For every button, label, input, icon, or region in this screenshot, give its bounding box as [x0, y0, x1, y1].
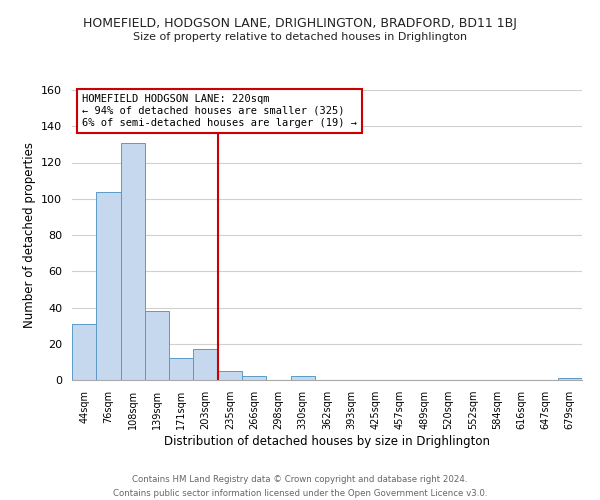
- Bar: [96, 192, 121, 380]
- X-axis label: Distribution of detached houses by size in Drighlington: Distribution of detached houses by size …: [164, 435, 490, 448]
- Text: Contains HM Land Registry data © Crown copyright and database right 2024.
Contai: Contains HM Land Registry data © Crown c…: [113, 476, 487, 498]
- Bar: [121, 142, 145, 380]
- Text: HOMEFIELD, HODGSON LANE, DRIGHLINGTON, BRADFORD, BD11 1BJ: HOMEFIELD, HODGSON LANE, DRIGHLINGTON, B…: [83, 18, 517, 30]
- Bar: [169, 358, 193, 380]
- Bar: [72, 324, 96, 380]
- Bar: [242, 376, 266, 380]
- Bar: [145, 311, 169, 380]
- Bar: [290, 376, 315, 380]
- Text: Size of property relative to detached houses in Drighlington: Size of property relative to detached ho…: [133, 32, 467, 42]
- Bar: [558, 378, 582, 380]
- Bar: [218, 371, 242, 380]
- Text: HOMEFIELD HODGSON LANE: 220sqm
← 94% of detached houses are smaller (325)
6% of : HOMEFIELD HODGSON LANE: 220sqm ← 94% of …: [82, 94, 357, 128]
- Y-axis label: Number of detached properties: Number of detached properties: [23, 142, 35, 328]
- Bar: [193, 349, 218, 380]
